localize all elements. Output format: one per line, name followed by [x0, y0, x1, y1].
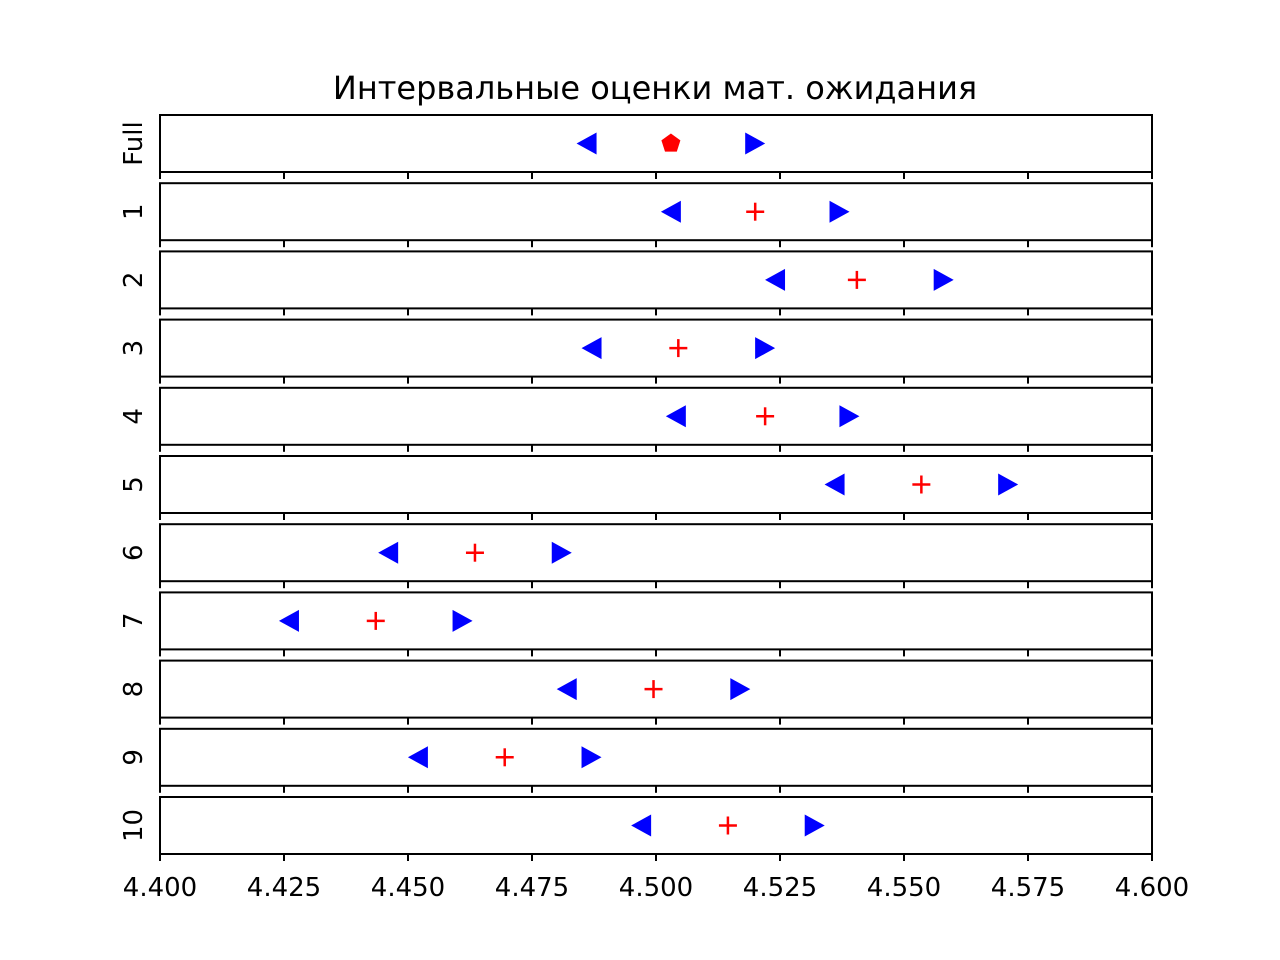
- panel-8: 8: [119, 659, 1153, 725]
- x-tick-label: 4.500: [619, 873, 693, 903]
- estimate-marker: [366, 611, 385, 630]
- panel-4: 4: [119, 386, 1153, 452]
- panel-frame: [159, 114, 1153, 173]
- upper-bound-marker: [730, 678, 751, 701]
- panel-2: 2: [119, 250, 1153, 316]
- upper-bound-marker: [581, 746, 602, 769]
- lower-bound-marker: [665, 405, 686, 428]
- chart-title: Интервальные оценки мат. ожидания: [333, 69, 977, 107]
- panel-frame: [159, 523, 1153, 583]
- lower-bound-marker: [765, 268, 786, 291]
- lower-bound-marker: [581, 337, 602, 360]
- estimate-marker: [465, 543, 484, 562]
- x-tick-label: 4.575: [991, 873, 1065, 903]
- panel-7: 7: [119, 591, 1153, 657]
- estimate-marker: [746, 202, 765, 221]
- panel-frame: [159, 318, 1153, 378]
- x-tick-label: 4.475: [495, 873, 569, 903]
- lower-bound-marker: [660, 200, 681, 223]
- estimate-marker: [669, 339, 688, 358]
- lower-bound-marker: [576, 132, 597, 155]
- estimate-marker: [495, 748, 514, 767]
- panel-10: 10: [119, 796, 1153, 861]
- upper-bound-marker: [839, 405, 860, 428]
- lower-bound-marker: [631, 814, 652, 837]
- x-axis: 4.400 4.425 4.450 4.475 4.500 4.525 4.550 4.575…: [123, 873, 1189, 903]
- x-tick-label: 4.450: [371, 873, 445, 903]
- x-tick-label: 4.525: [743, 873, 817, 903]
- panel-6: 6: [119, 523, 1153, 589]
- panel-5: 5: [119, 455, 1153, 520]
- estimate-marker: [718, 816, 737, 835]
- panel-frame: [159, 386, 1153, 446]
- panel-frame: [159, 455, 1153, 514]
- row-label: 9: [119, 749, 149, 766]
- upper-bound-marker: [551, 541, 572, 564]
- panel-frame: [159, 727, 1153, 787]
- row-label: 2: [119, 272, 149, 289]
- x-tick-label: 4.400: [123, 873, 197, 903]
- row-label: 7: [119, 613, 149, 630]
- panel-frame: [159, 796, 1153, 855]
- lower-bound-marker: [407, 746, 428, 769]
- estimate-marker: [847, 270, 866, 289]
- estimate-marker: [644, 680, 663, 699]
- panel-1: 1: [119, 182, 1153, 248]
- x-tick-label: 4.600: [1115, 873, 1189, 903]
- lower-bound-marker: [378, 541, 399, 564]
- row-label: Full: [119, 121, 149, 165]
- lower-bound-marker: [556, 678, 577, 701]
- row-label: 10: [119, 809, 149, 842]
- upper-bound-marker: [998, 473, 1019, 496]
- estimate-marker: [756, 407, 775, 426]
- estimate-marker: [912, 475, 931, 494]
- x-tick-label: 4.425: [247, 873, 321, 903]
- x-tick-label: 4.550: [867, 873, 941, 903]
- row-label: 5: [119, 476, 149, 493]
- panel-frame: [159, 182, 1153, 242]
- panel-full: Full: [119, 114, 1153, 179]
- upper-bound-marker: [804, 814, 825, 837]
- row-label: 3: [119, 340, 149, 357]
- upper-bound-marker: [755, 337, 776, 360]
- lower-bound-marker: [278, 609, 299, 632]
- panel-3: 3: [119, 318, 1153, 384]
- upper-bound-marker: [829, 200, 850, 223]
- row-label: 6: [119, 544, 149, 561]
- lower-bound-marker: [824, 473, 845, 496]
- panel-frame: [159, 250, 1153, 310]
- panels: Full 1 2 3 4 5 6 7 8 9 10: [119, 114, 1153, 861]
- panel-frame: [159, 591, 1153, 651]
- row-label: 8: [119, 681, 149, 698]
- upper-bound-marker: [745, 132, 766, 155]
- panel-9: 9: [119, 727, 1153, 793]
- upper-bound-marker: [452, 609, 473, 632]
- estimate-marker: [661, 133, 681, 152]
- row-label: 1: [119, 203, 149, 220]
- row-label: 4: [119, 408, 149, 425]
- upper-bound-marker: [933, 268, 954, 291]
